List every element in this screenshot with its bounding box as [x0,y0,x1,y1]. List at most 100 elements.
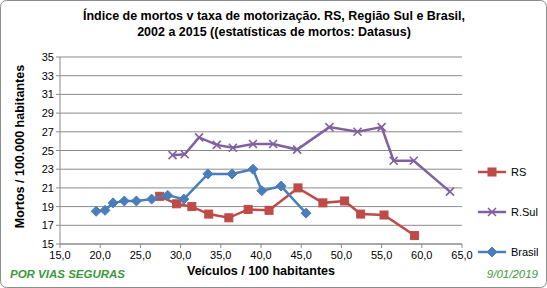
x-tick [100,244,101,248]
title: 2002 a 2015 ((estatísticas de mortos: Da… [137,25,411,39]
point [380,211,388,219]
point [227,169,237,179]
x-tick-label: 65,0 [451,249,472,261]
y-tick-label: 17 [42,219,54,231]
y-tick [56,94,60,95]
title: Índice de mortos v taxa de motorização. … [83,8,465,23]
grid-line [60,57,462,58]
point [341,197,349,205]
point [353,128,361,136]
grid-line [60,169,462,170]
x-axis-title: Veículos / 100 habitantes [187,264,335,278]
x-tick-label: 45,0 [290,249,311,261]
point [205,210,213,218]
x-tick [220,244,221,248]
x-tick-label: 50,0 [331,249,352,261]
x-tick-label: 60,0 [411,249,432,261]
x-tick [60,244,61,248]
y-axis-title: Mortos / 100.000 habitantes [13,65,27,228]
y-tick-label: 23 [42,163,54,175]
grid-line [60,206,462,207]
legend-marker [488,168,496,176]
grid-line [60,75,462,76]
x-tick [462,244,463,248]
point [147,194,157,204]
plot-area [91,123,454,239]
x-tick [421,244,422,248]
legend-label: RS [511,166,526,178]
series-line [160,188,415,236]
point [131,196,141,206]
x-tick-label: 55,0 [371,249,392,261]
point [293,146,301,154]
point [181,150,189,158]
chart-border [1,1,547,288]
point [179,194,189,204]
x-tick-label: 25,0 [130,249,151,261]
point [188,203,196,211]
y-tick-label: 19 [42,201,54,213]
y-tick-label: 35 [42,51,54,63]
series-line [96,169,306,213]
point [325,123,333,131]
y-tick [56,225,60,226]
point [91,206,101,216]
point [163,190,173,200]
y-tick [56,206,60,207]
point [249,140,257,148]
point [173,200,181,208]
grid-line [60,94,462,95]
footer-left: POR VIAS SEGURAS [10,268,125,280]
point [119,196,129,206]
x-tick [261,244,262,248]
point [357,210,365,218]
y-axis [60,57,61,244]
grid-line [60,150,462,151]
point [225,214,233,222]
x-tick-label: 15,0 [49,249,70,261]
legend-marker [488,208,496,216]
point [195,133,203,141]
y-tick [56,244,60,245]
y-tick [56,150,60,151]
point [411,232,419,240]
point [265,206,273,214]
footer-right: 9/01/2019 [487,268,539,280]
point [213,141,221,149]
y-tick-label: 33 [42,70,54,82]
x-tick-label: 40,0 [250,249,271,261]
point [229,144,237,152]
point [100,205,110,215]
point [276,181,286,191]
point [390,157,398,165]
grid-line [60,131,462,132]
y-tick-label: 29 [42,107,54,119]
point [203,169,213,179]
x-tick [180,244,181,248]
y-tick [56,187,60,188]
y-tick [56,57,60,58]
point [269,140,277,148]
x-tick [341,244,342,248]
y-tick-label: 27 [42,126,54,138]
x-tick [140,244,141,248]
legend-label: Brasil [511,246,539,258]
x-tick [301,244,302,248]
x-tick-label: 30,0 [170,249,191,261]
grid-line [60,113,462,114]
y-tick-label: 21 [42,182,54,194]
x-tick-label: 20,0 [89,249,110,261]
chart: Índice de mortos v taxa de motorização. … [0,0,547,288]
point [169,151,177,159]
legend-label: R.Sul [511,206,538,218]
x-tick [381,244,382,248]
y-tick-label: 25 [42,145,54,157]
point [108,198,118,208]
y-tick-label: 31 [42,88,54,100]
series-line [173,127,450,192]
y-tick [56,75,60,76]
point [257,186,267,196]
point [294,184,302,192]
point [244,205,252,213]
y-tick [56,131,60,132]
